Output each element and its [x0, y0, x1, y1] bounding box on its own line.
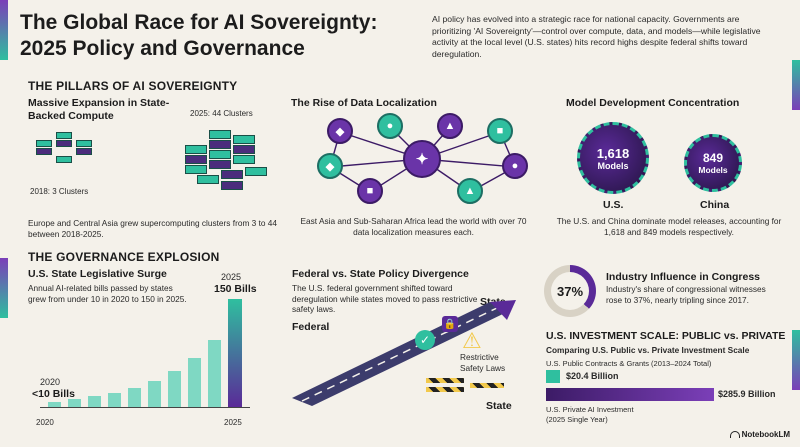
lock-icon: 🔒	[442, 316, 458, 332]
legislative-bar	[68, 399, 81, 407]
barrier-icon	[470, 383, 504, 388]
legislative-bar	[128, 388, 141, 407]
legislative-bar	[188, 358, 201, 407]
network-node-icon: ◆	[327, 118, 353, 144]
legislative-bar	[148, 381, 161, 407]
label-federal: Federal	[292, 321, 330, 333]
china-models-unit: Models	[698, 165, 728, 175]
industry-description: Industry's share of congressional witnes…	[606, 284, 766, 305]
legislative-bar	[228, 299, 242, 407]
legislative-bar	[168, 371, 181, 407]
legislative-bar	[108, 393, 121, 407]
decorative-edge	[0, 258, 8, 318]
divergence-description: The U.S. federal government shifted towa…	[292, 283, 478, 314]
label-2020-bills: <10 Bills	[32, 388, 75, 400]
legislative-bar	[208, 340, 221, 407]
model-concentration-title: Model Development Concentration	[566, 97, 740, 109]
label-2020-year: 2020	[40, 377, 61, 387]
decorative-edge	[0, 0, 8, 60]
legislative-bar	[48, 402, 61, 407]
china-models-circle: 849 Models	[684, 134, 742, 192]
industry-percent-ring: 37%	[544, 265, 596, 317]
investment-subheading: Comparing U.S. Public vs. Private Invest…	[546, 345, 750, 355]
public-investment-value: $20.4 Billion	[566, 371, 619, 381]
us-models-unit: Models	[597, 160, 629, 171]
governance-heading: THE GOVERNANCE EXPLOSION	[28, 250, 220, 264]
divergence-title: Federal vs. State Policy Divergence	[292, 268, 469, 280]
china-models-value: 849	[702, 151, 724, 165]
data-localization-description: East Asia and Sub-Saharan Africa lead th…	[300, 216, 527, 237]
pillars-heading: THE PILLARS OF AI SOVEREIGNTY	[28, 79, 238, 93]
us-label: U.S.	[603, 199, 624, 211]
axis-start-label: 2020	[36, 418, 54, 427]
industry-title: Industry Influence in Congress	[606, 271, 761, 283]
industry-percent-value: 37%	[551, 272, 589, 310]
restrictive-laws-label: Restrictive Safety Laws	[460, 352, 506, 373]
legislative-bar-chart	[40, 298, 250, 408]
network-node-icon: ●	[377, 113, 403, 139]
compute-description: Europe and Central Asia grew supercomput…	[28, 218, 278, 239]
network-node-icon: ▲	[457, 178, 483, 204]
label-2025-year: 2025	[221, 272, 242, 282]
private-investment-sub: (2025 Single Year)	[546, 415, 608, 424]
barrier-icon	[426, 387, 464, 392]
barrier-icon	[426, 378, 464, 383]
private-investment-label: U.S. Private AI Investment	[546, 405, 634, 414]
private-investment-value: $285.9 Billion	[718, 389, 776, 399]
us-models-circle: 1,618 Models	[577, 122, 649, 194]
us-models-value: 1,618	[596, 145, 630, 161]
brand-name: NotebookLM	[741, 430, 790, 439]
network-node-icon: ■	[357, 178, 383, 204]
brand-logo-icon	[729, 431, 740, 439]
label-state-bottom: State	[486, 400, 512, 412]
network-node-icon: ◆	[317, 153, 343, 179]
central-network-hub-icon: ✦	[403, 140, 441, 178]
warning-icon: ⚠	[462, 328, 482, 353]
compute-title: Massive Expansion in State-Backed Comput…	[28, 97, 170, 122]
large-server-cluster-icon	[185, 125, 275, 205]
decorative-edge	[792, 60, 800, 110]
page-title: The Global Race for AI Sovereignty: 2025…	[20, 11, 378, 60]
network-node-icon: ●	[502, 153, 528, 179]
label-2025-clusters: 2025: 44 Clusters	[190, 109, 253, 118]
state-surge-description: Annual AI-related bills passed by states…	[28, 283, 187, 304]
china-label: China	[700, 199, 730, 211]
data-localization-title: The Rise of Data Localization	[291, 97, 437, 109]
state-surge-title: U.S. State Legislative Surge	[28, 268, 167, 280]
intro-text: AI policy has evolved into a strategic r…	[432, 14, 761, 59]
decorative-edge	[792, 330, 800, 390]
investment-heading: U.S. INVESTMENT SCALE: PUBLIC vs. PRIVAT…	[546, 330, 786, 342]
checkmark-icon: ✓	[415, 330, 435, 350]
private-investment-bar	[546, 388, 714, 401]
label-2025-bills: 150 Bills	[214, 283, 257, 295]
network-node-icon: ■	[487, 118, 513, 144]
axis-end-label: 2025	[224, 418, 242, 427]
brand-mark: NotebookLM	[729, 430, 790, 439]
network-node-icon: ▲	[437, 113, 463, 139]
label-2018-clusters: 2018: 3 Clusters	[30, 187, 89, 196]
public-investment-bar	[546, 370, 560, 383]
small-server-cluster-icon	[36, 130, 96, 180]
model-concentration-description: The U.S. and China dominate model releas…	[556, 216, 782, 237]
legislative-bar	[88, 396, 101, 407]
public-investment-label: U.S. Public Contracts & Grants (2013–202…	[546, 359, 712, 368]
